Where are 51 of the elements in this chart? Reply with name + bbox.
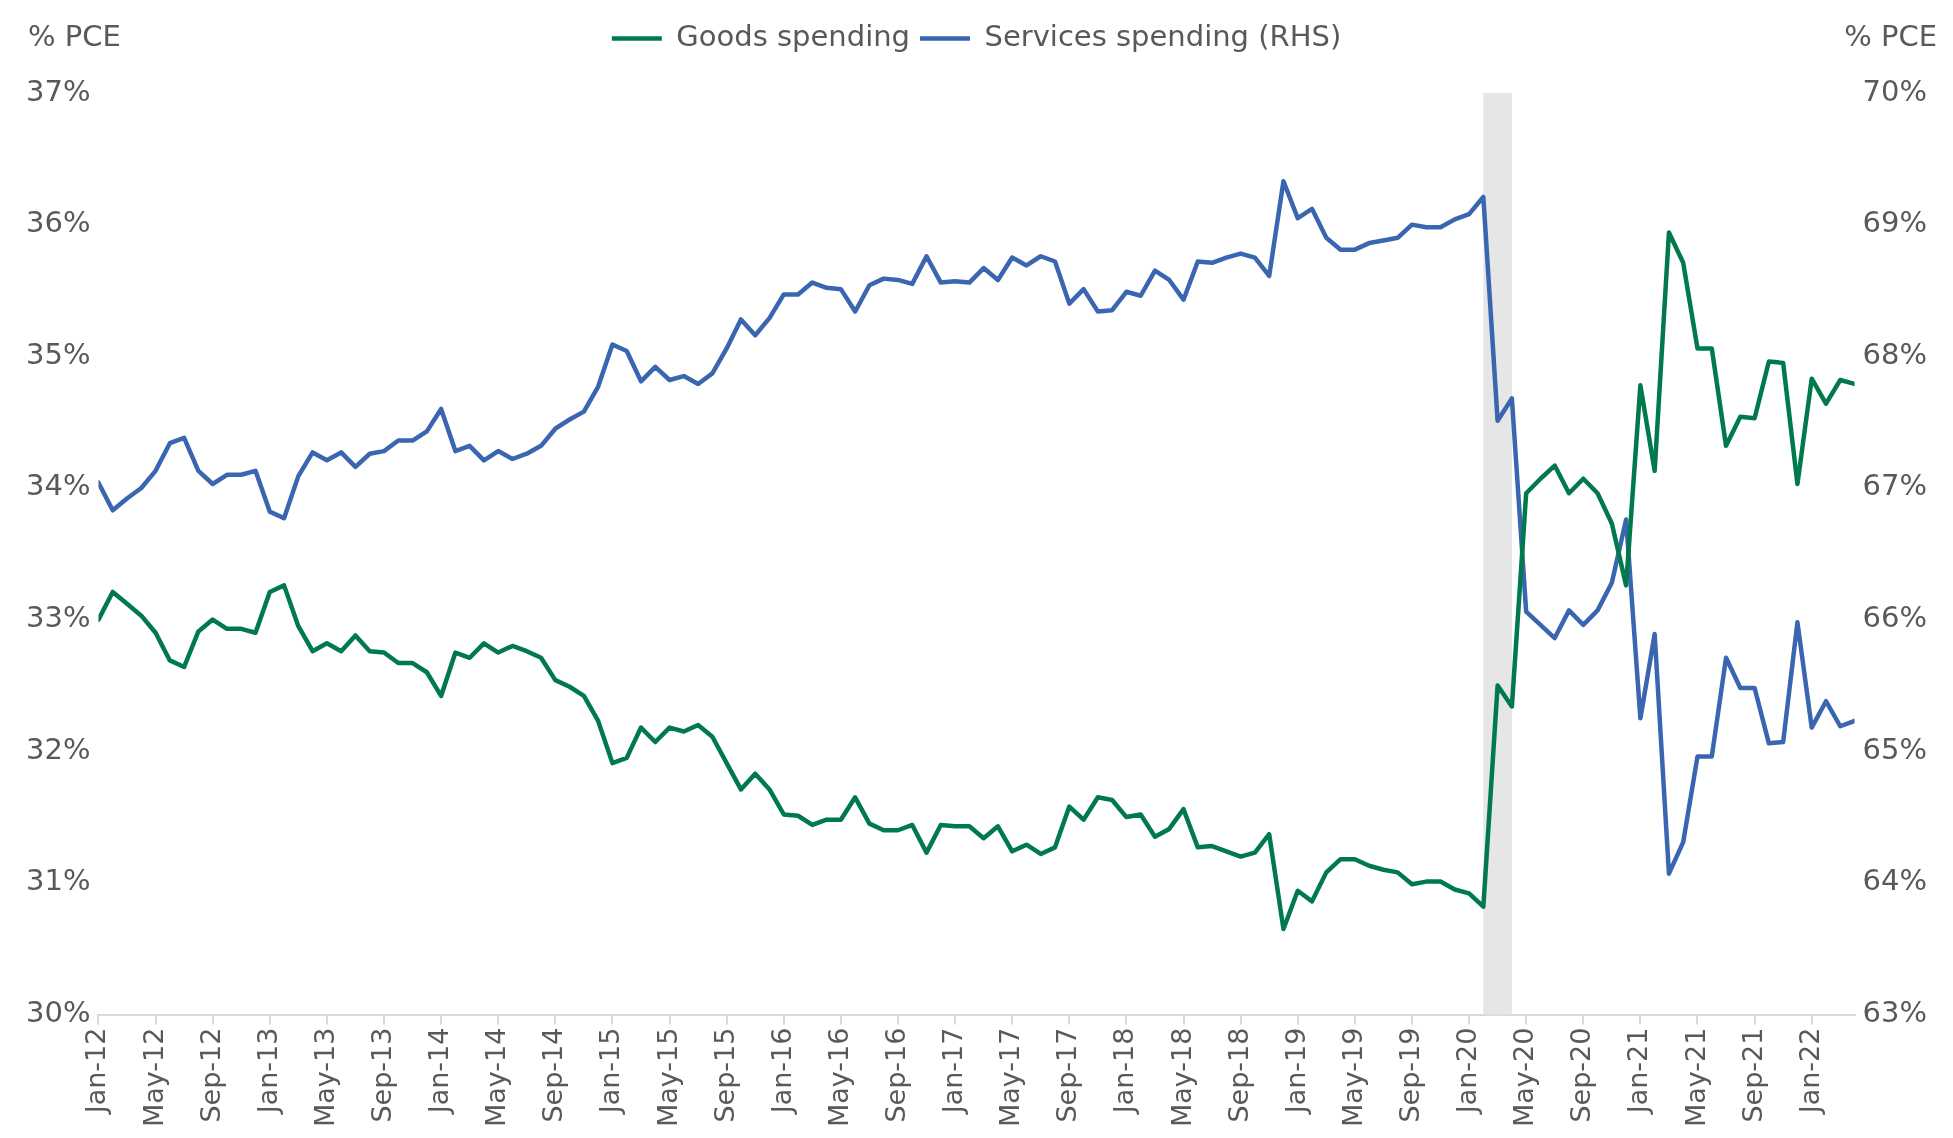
x-tick-label: May-13 [308, 1027, 340, 1128]
y2-tick-label: 69% [1862, 205, 1928, 240]
x-tick-label: Sep-12 [194, 1027, 226, 1123]
x-tick-label: Jan-15 [594, 1027, 626, 1116]
x-tick-label: Jan-18 [1108, 1027, 1140, 1116]
y2-tick-label: 66% [1862, 600, 1928, 635]
x-tick-label: Jan-12 [80, 1027, 112, 1116]
x-tick-label: May-19 [1336, 1027, 1368, 1128]
y2-tick-label: 65% [1862, 731, 1928, 766]
y2-tick-label: 63% [1862, 995, 1928, 1030]
x-tick-label: May-12 [137, 1027, 169, 1128]
x-tick-label: May-16 [822, 1027, 854, 1128]
x-tick-label: Sep-18 [1222, 1027, 1254, 1123]
x-tick-label: Sep-17 [1051, 1027, 1083, 1123]
x-tick-label: Jan-14 [423, 1027, 455, 1116]
y2-tick-label: 68% [1862, 336, 1928, 371]
legend-label: Services spending (RHS) [984, 19, 1342, 54]
x-tick-label: Jan-19 [1279, 1027, 1311, 1116]
y2-tick-label: 67% [1862, 468, 1928, 503]
x-tick-label: Sep-15 [708, 1027, 740, 1123]
x-tick-label: Jan-21 [1622, 1027, 1654, 1116]
x-tick-label: May-20 [1508, 1027, 1540, 1128]
x-tick-label: Sep-16 [879, 1027, 911, 1123]
x-tick-label: May-14 [480, 1027, 512, 1128]
y-tick-label: 36% [25, 205, 91, 240]
x-tick-label: Sep-21 [1736, 1027, 1768, 1123]
y-tick-label: 32% [25, 731, 91, 766]
y-tick-label: 35% [25, 336, 91, 371]
x-tick-label: Sep-20 [1565, 1027, 1597, 1123]
y-tick-label: 31% [25, 863, 91, 898]
x-tick-label: Sep-14 [537, 1027, 569, 1123]
x-tick-label: Jan-22 [1793, 1027, 1825, 1116]
x-tick-label: May-21 [1679, 1027, 1711, 1128]
y-tick-label: 30% [25, 995, 91, 1030]
legend-label: Goods spending [676, 19, 910, 54]
x-tick-label: Sep-13 [366, 1027, 398, 1123]
y2-tick-label: 64% [1862, 863, 1928, 898]
x-tick-label: Jan-20 [1451, 1027, 1483, 1116]
x-tick-label: Jan-16 [765, 1027, 797, 1116]
y2-tick-label: 70% [1862, 73, 1928, 108]
y-tick-label: 34% [25, 468, 91, 503]
x-tick-label: May-15 [651, 1027, 683, 1128]
x-tick-label: May-17 [994, 1027, 1026, 1128]
x-tick-label: May-18 [1165, 1027, 1197, 1128]
y-tick-label: 37% [25, 73, 91, 108]
y2-axis-title: % PCE [1844, 18, 1937, 53]
x-tick-label: Jan-13 [251, 1027, 283, 1116]
x-tick-label: Sep-19 [1393, 1027, 1425, 1123]
y-axis-title: % PCE [28, 18, 121, 53]
y-tick-label: 33% [25, 600, 91, 635]
x-tick-label: Jan-17 [937, 1027, 969, 1116]
